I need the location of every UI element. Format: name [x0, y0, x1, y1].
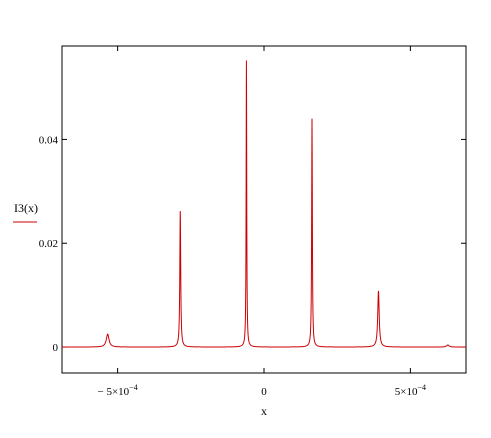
x-axis-label: x: [261, 404, 267, 418]
y-axis-label: I3(x): [14, 201, 38, 215]
series-line-i3: [62, 60, 466, 348]
x-tick-label: 5×10−4: [395, 383, 426, 398]
x-tick-label: − 5×10−4: [98, 383, 138, 398]
y-axis-ticks: 0 0.02 0.04: [39, 134, 466, 354]
y-tick-label: 0.04: [39, 134, 59, 146]
y-tick-label: 0: [53, 342, 59, 354]
x-tick-label: 0: [261, 386, 267, 398]
y-tick-label: 0.02: [39, 238, 58, 250]
x-axis-ticks: − 5×10−4 0 5×10−4: [98, 46, 426, 398]
plot-frame: [61, 45, 467, 374]
